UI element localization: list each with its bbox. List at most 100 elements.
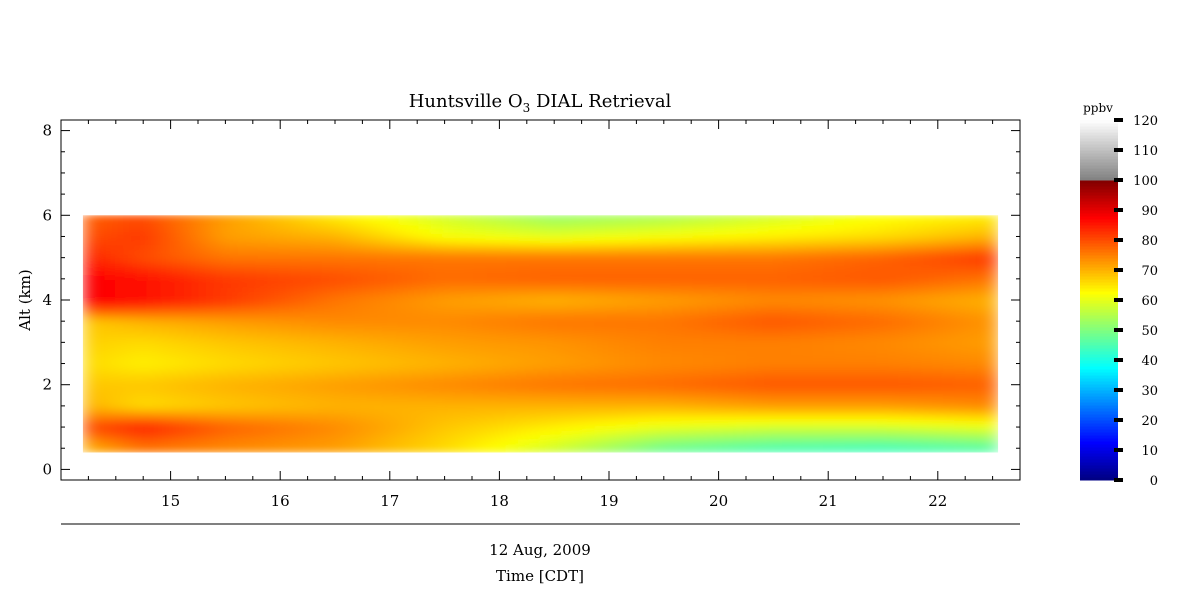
heatmap-cell — [300, 231, 313, 237]
heatmap-cell — [376, 274, 389, 280]
heatmap-cell — [104, 274, 117, 280]
heatmap-cell — [779, 396, 792, 403]
heatmap-cell — [278, 388, 291, 394]
heatmap-cell — [213, 307, 226, 314]
heatmap-cell — [659, 362, 672, 369]
heatmap-cell — [365, 278, 378, 284]
heatmap-cell — [943, 362, 956, 369]
heatmap-cell — [714, 418, 727, 424]
heatmap-cell — [234, 388, 247, 394]
heatmap-cell — [147, 320, 160, 326]
heatmap-cell — [823, 439, 836, 445]
heatmap-cell — [877, 443, 890, 449]
heatmap-cell — [147, 434, 160, 441]
heatmap-cell — [115, 282, 128, 288]
heatmap-cell — [311, 303, 324, 309]
heatmap-cell — [561, 215, 574, 221]
heatmap-cell — [638, 240, 651, 246]
heatmap-cell — [943, 447, 956, 453]
heatmap-cell — [746, 290, 759, 297]
heatmap-cell — [311, 409, 324, 415]
heatmap-cell — [855, 439, 868, 445]
heatmap-cell — [104, 218, 117, 225]
heatmap-cell — [136, 418, 149, 424]
heatmap-cell — [975, 227, 988, 233]
heatmap-cell — [561, 405, 574, 411]
heatmap-cell — [877, 358, 890, 365]
heatmap-cell — [572, 269, 585, 276]
heatmap-cell — [801, 303, 814, 309]
heatmap-cell — [583, 248, 596, 254]
heatmap-cell — [583, 215, 596, 221]
heatmap-cell — [202, 227, 215, 233]
heatmap-cell — [125, 240, 138, 246]
heatmap-cell — [855, 346, 868, 352]
heatmap-cell — [485, 223, 498, 229]
heatmap-cell — [104, 265, 117, 271]
heatmap-cell — [790, 329, 803, 335]
heatmap-cell — [202, 303, 215, 309]
heatmap-cell — [638, 354, 651, 360]
colorbar-segment — [1080, 297, 1118, 301]
heatmap-cell — [256, 316, 269, 322]
heatmap-cell — [82, 409, 95, 415]
heatmap-cell — [975, 307, 988, 314]
heatmap-cell — [605, 223, 618, 229]
heatmap-cell — [202, 337, 215, 343]
heatmap-cell — [910, 384, 923, 390]
heatmap-cell — [387, 278, 400, 284]
heatmap-cell — [278, 295, 291, 301]
heatmap-cell — [365, 354, 378, 360]
heatmap-cell — [539, 257, 552, 263]
heatmap-cell — [387, 350, 400, 356]
heatmap-cell — [550, 307, 563, 314]
heatmap-cell — [300, 320, 313, 326]
heatmap-cell — [790, 333, 803, 339]
heatmap-cell — [158, 223, 171, 229]
heatmap-cell — [158, 443, 171, 449]
heatmap-cell — [104, 248, 117, 254]
heatmap-cell — [834, 401, 847, 407]
heatmap-cell — [409, 312, 422, 318]
heatmap-cell — [648, 303, 661, 309]
heatmap-cell — [692, 362, 705, 369]
heatmap-cell — [616, 439, 629, 445]
colorbar-tick-label: 70 — [1141, 264, 1158, 279]
heatmap-cell — [136, 215, 149, 221]
heatmap-cell — [583, 240, 596, 246]
heatmap-cell — [300, 244, 313, 250]
heatmap-cell — [932, 290, 945, 297]
heatmap-cell — [659, 265, 672, 271]
heatmap-cell — [529, 290, 542, 297]
heatmap-cell — [104, 447, 117, 453]
heatmap-cell — [485, 418, 498, 424]
heatmap-cell — [82, 333, 95, 339]
heatmap-cell — [387, 252, 400, 259]
heatmap-cell — [572, 299, 585, 305]
heatmap-cell — [147, 401, 160, 407]
heatmap-cell — [855, 430, 868, 437]
heatmap-cell — [910, 434, 923, 441]
heatmap-cell — [855, 223, 868, 229]
heatmap-cell — [975, 422, 988, 428]
heatmap-cell — [463, 299, 476, 305]
heatmap-cell — [834, 320, 847, 326]
heatmap-cell — [496, 362, 509, 369]
heatmap-cell — [943, 227, 956, 233]
heatmap-cell — [529, 396, 542, 403]
heatmap-cell — [801, 396, 814, 403]
heatmap-cell — [125, 443, 138, 449]
heatmap-cell — [409, 418, 422, 424]
heatmap-cell — [692, 215, 705, 221]
heatmap-cell — [714, 426, 727, 432]
heatmap-cell — [420, 443, 433, 449]
heatmap-cell — [975, 324, 988, 331]
heatmap-cell — [921, 379, 934, 386]
heatmap-cell — [888, 392, 901, 398]
heatmap-cell — [169, 223, 182, 229]
heatmap-cell — [572, 371, 585, 377]
heatmap-cell — [648, 235, 661, 242]
heatmap-cell — [659, 375, 672, 381]
heatmap-cell — [648, 320, 661, 326]
heatmap-cell — [605, 235, 618, 242]
